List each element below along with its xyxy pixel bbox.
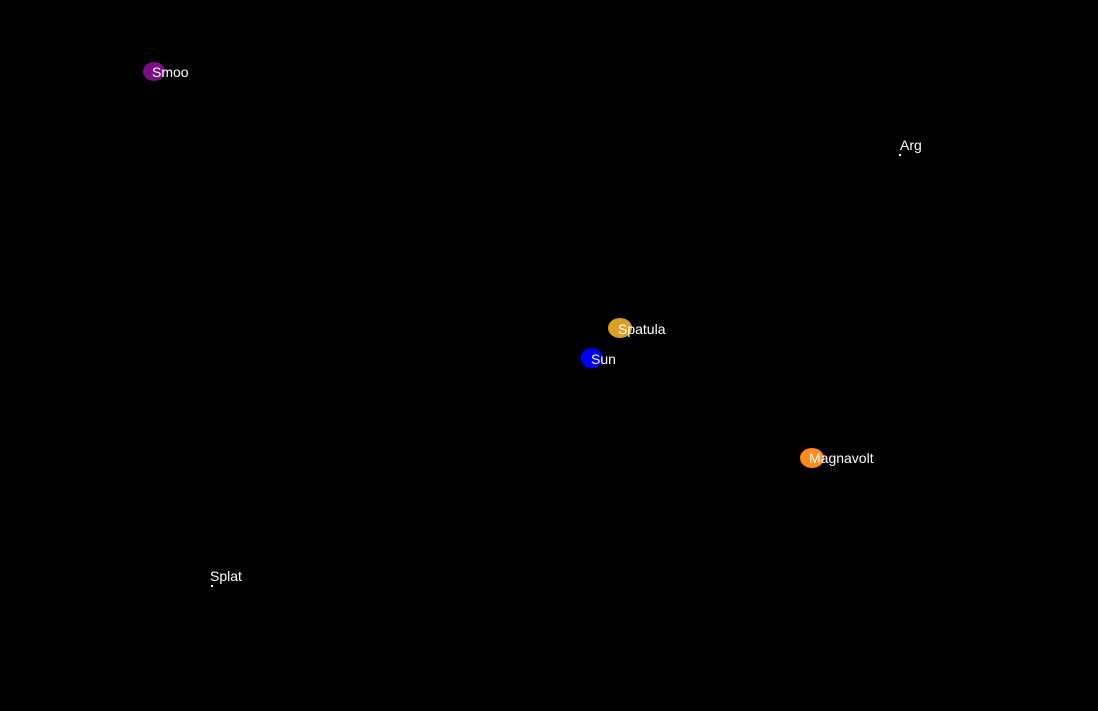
star-sun-label: Sun <box>591 351 616 367</box>
planet-splat-label: Splat <box>210 568 242 584</box>
planet-spatula[interactable] <box>608 318 632 338</box>
planet-smoo[interactable] <box>143 62 165 81</box>
planet-smoo-label: Smoo <box>152 64 189 80</box>
star-sun[interactable] <box>581 348 603 368</box>
planet-arg[interactable] <box>899 154 901 156</box>
planet-arg-label: Arg <box>900 137 922 153</box>
planet-magnavolt-label: Magnavolt <box>809 450 874 466</box>
planet-splat[interactable] <box>211 585 213 587</box>
planet-spatula-label: Spatula <box>618 321 666 337</box>
planet-magnavolt[interactable] <box>800 448 824 468</box>
